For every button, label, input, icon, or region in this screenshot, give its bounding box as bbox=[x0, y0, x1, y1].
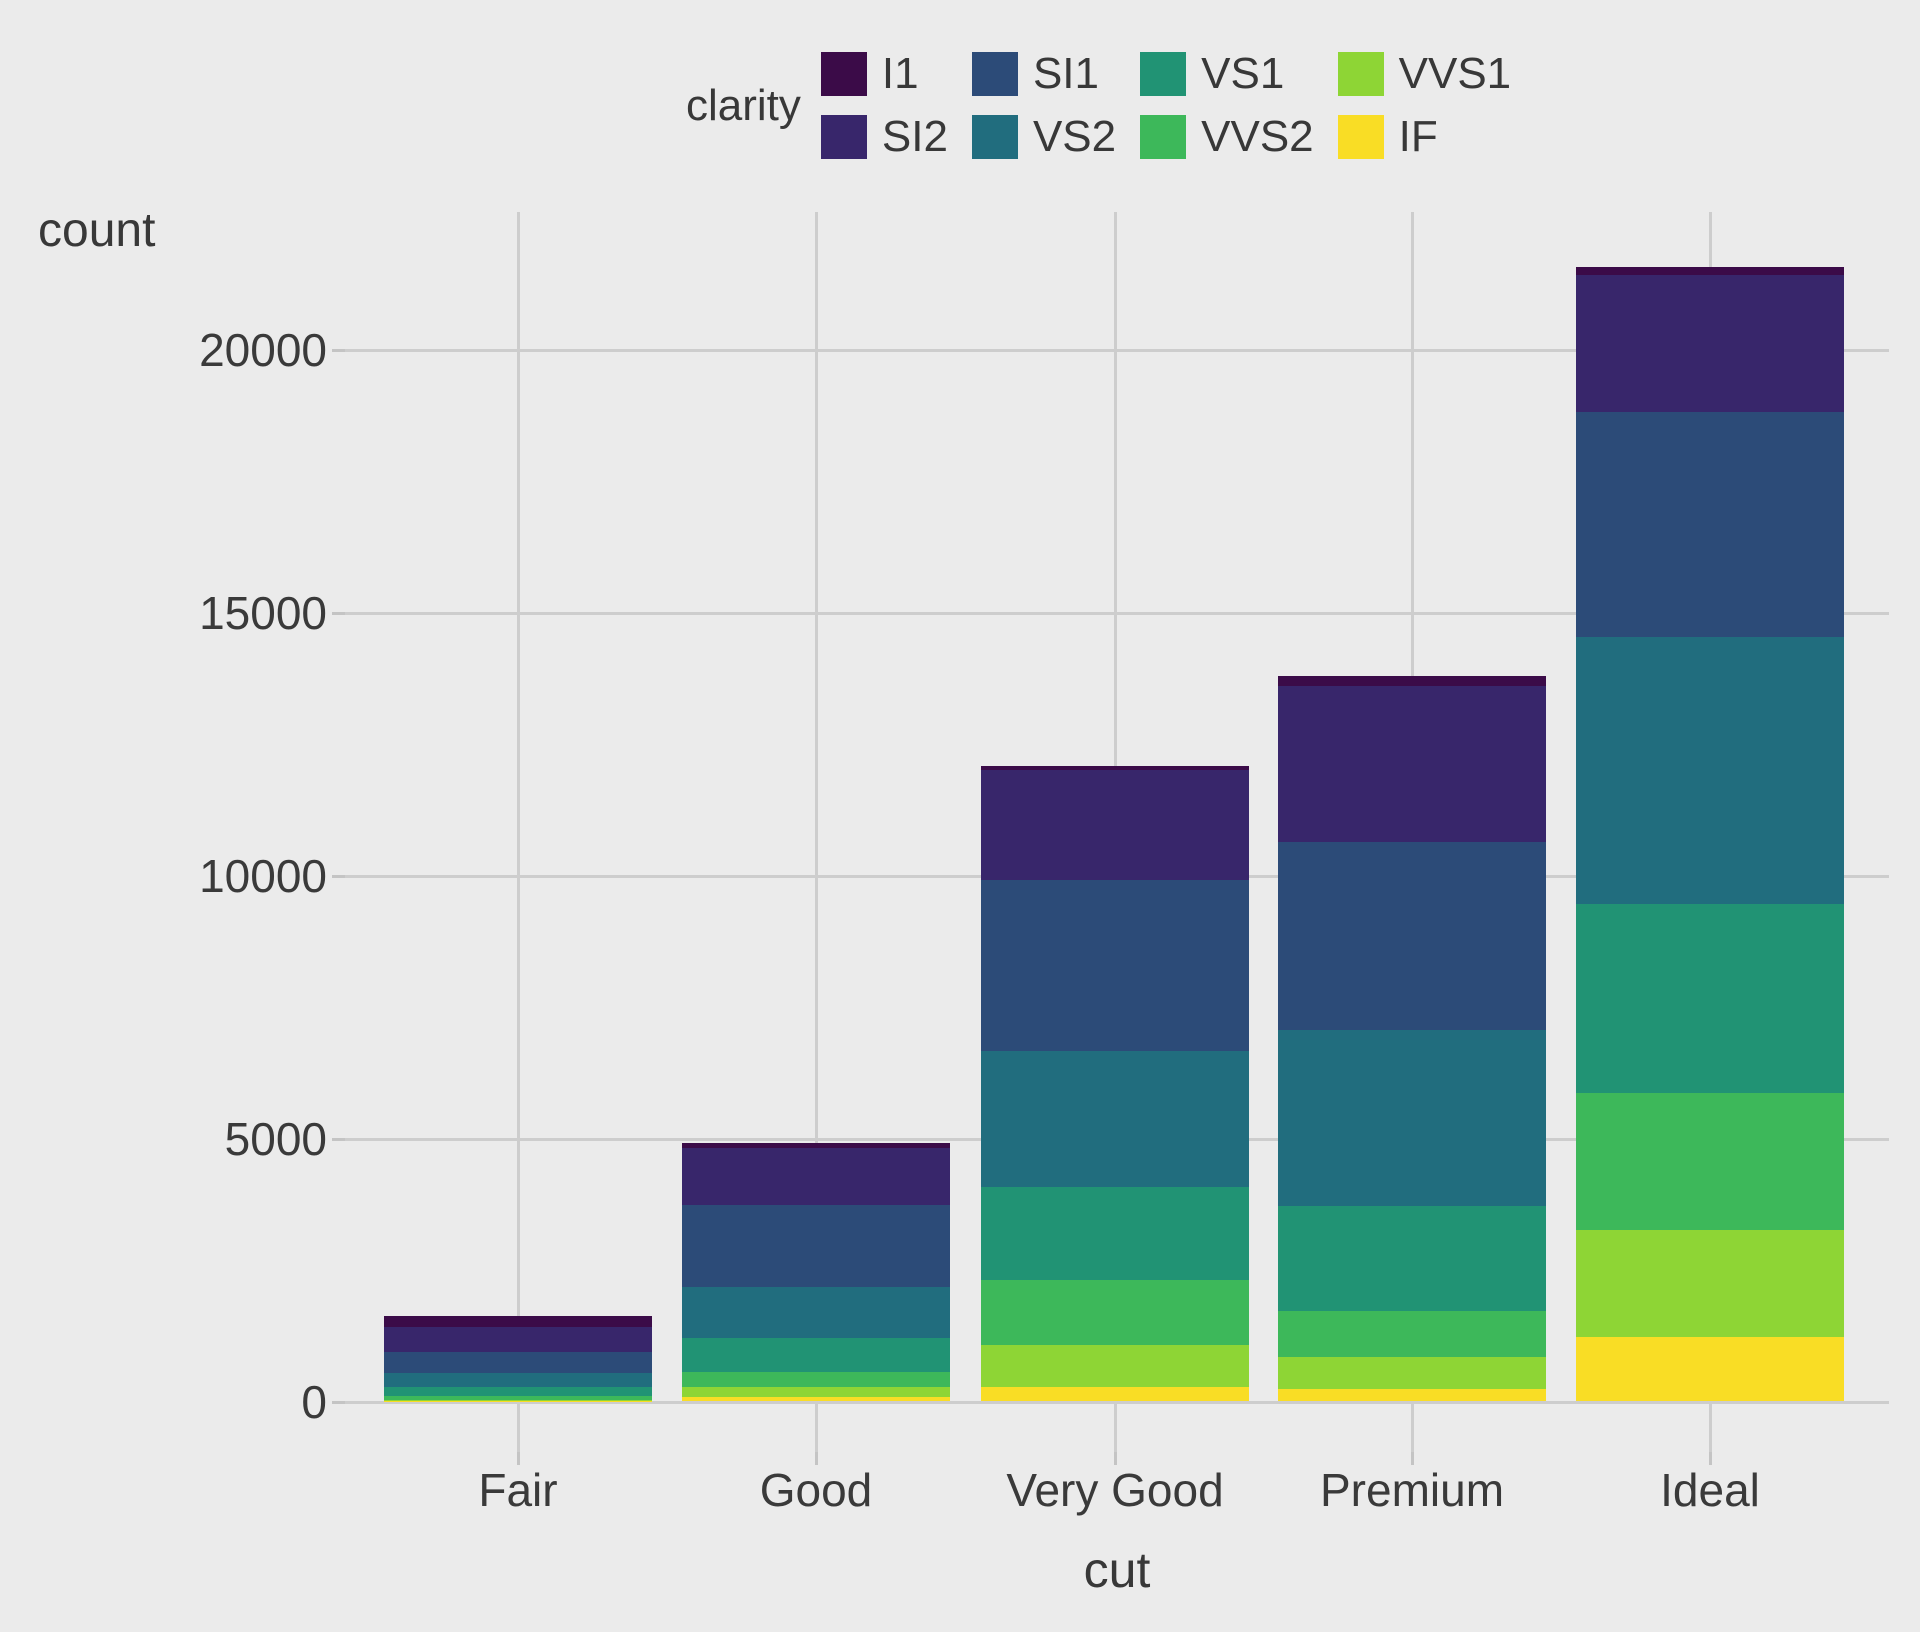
legend-swatch-i1 bbox=[820, 52, 867, 96]
legend-item-vs1: VS1 bbox=[1140, 52, 1314, 96]
x-tick-label-ideal: Ideal bbox=[1660, 1464, 1760, 1516]
bar-segment-ideal-vs2 bbox=[1576, 637, 1844, 904]
y-tick-mark bbox=[332, 612, 345, 615]
x-tick-label-premium: Premium bbox=[1319, 1464, 1505, 1516]
x-tick-mark bbox=[1709, 1452, 1712, 1465]
legend-swatch-vs2 bbox=[971, 115, 1018, 159]
y-gridline-0 bbox=[345, 1401, 1889, 1404]
bar-segment-very-good-vvs1 bbox=[981, 1345, 1249, 1387]
legend-label-i1: I1 bbox=[881, 49, 919, 98]
bar-segment-premium-vs1 bbox=[1278, 1206, 1546, 1311]
legend-swatch-vvs2 bbox=[1140, 115, 1187, 159]
y-tick-mark bbox=[332, 1401, 345, 1404]
y-tick-label-10000: 10000 bbox=[199, 850, 327, 902]
x-tick-mark bbox=[1411, 1452, 1414, 1465]
legend-item-vs2: VS2 bbox=[971, 112, 1117, 161]
x-tick-label-fair: Fair bbox=[478, 1464, 558, 1516]
x-tick-label-very-good: Very Good bbox=[1006, 1464, 1224, 1516]
bar-segment-ideal-vs1 bbox=[1576, 903, 1844, 1093]
bar-segment-premium-i1 bbox=[1278, 675, 1546, 687]
y-tick-mark bbox=[332, 349, 345, 352]
legend-item-si1: SI1 bbox=[971, 49, 1116, 98]
bar-segment-ideal-vvs2 bbox=[1576, 1092, 1844, 1230]
bar-segment-ideal-si1 bbox=[1576, 411, 1844, 637]
x-tick-mark bbox=[1114, 1452, 1117, 1465]
legend-label-vs1: VS1 bbox=[1201, 49, 1285, 98]
legend-title: clarity bbox=[686, 80, 801, 130]
legend-swatch-if bbox=[1337, 115, 1384, 159]
legend-item-i1: I1 bbox=[820, 49, 948, 98]
bar-segment-fair-si2 bbox=[384, 1327, 652, 1352]
x-gridline-good bbox=[815, 212, 818, 1452]
bar-segment-very-good-i1 bbox=[981, 765, 1249, 770]
legend-label-vvs2: VVS2 bbox=[1201, 112, 1314, 161]
bar-segment-premium-si1 bbox=[1278, 841, 1546, 1030]
bar-segment-good-i1 bbox=[682, 1142, 950, 1149]
legend: clarity I1 SI2 SI1 VS2 VS1 VVS2 VVS1 IF bbox=[686, 52, 1511, 159]
bar-segment-fair-vs1 bbox=[384, 1387, 652, 1397]
legend-label-si2: SI2 bbox=[881, 112, 948, 161]
bar-segment-fair-vvs2 bbox=[384, 1396, 652, 1400]
bar-segment-ideal-si2 bbox=[1576, 275, 1844, 412]
bar-segment-good-si1 bbox=[682, 1204, 950, 1287]
bar-premium bbox=[1278, 675, 1546, 1401]
legend-swatch-si2 bbox=[820, 115, 867, 159]
legend-label-si1: SI1 bbox=[1032, 49, 1099, 98]
bar-segment-fair-si1 bbox=[384, 1351, 652, 1374]
bar-segment-ideal-vvs1 bbox=[1576, 1229, 1844, 1338]
x-tick-mark bbox=[815, 1452, 818, 1465]
bar-segment-very-good-if bbox=[981, 1386, 1249, 1401]
bar-segment-very-good-vs1 bbox=[981, 1187, 1249, 1281]
bar-segment-good-vs1 bbox=[682, 1338, 950, 1373]
legend-swatch-vs1 bbox=[1140, 52, 1187, 96]
x-gridline-fair bbox=[517, 212, 520, 1452]
bar-segment-fair-i1 bbox=[384, 1316, 652, 1328]
x-tick-mark bbox=[517, 1452, 520, 1465]
legend-label-vvs1: VVS1 bbox=[1398, 49, 1512, 98]
bar-segment-very-good-si2 bbox=[981, 769, 1249, 881]
x-axis-title: cut bbox=[1083, 1542, 1151, 1598]
bar-segment-good-vs2 bbox=[682, 1286, 950, 1339]
bar-segment-good-vvs1 bbox=[682, 1387, 950, 1398]
x-tick-label-good: Good bbox=[759, 1464, 873, 1516]
legend-label-if: IF bbox=[1398, 112, 1438, 161]
y-tick-label-20000: 20000 bbox=[199, 324, 327, 376]
legend-swatch-si1 bbox=[971, 52, 1018, 96]
legend-item-if: IF bbox=[1337, 112, 1512, 161]
bar-segment-premium-if bbox=[1278, 1388, 1546, 1401]
y-axis-title: count bbox=[38, 204, 156, 257]
bar-segment-premium-vvs2 bbox=[1278, 1310, 1546, 1357]
bar-segment-very-good-si1 bbox=[981, 880, 1249, 1051]
bar-segment-ideal-if bbox=[1576, 1337, 1844, 1401]
y-gridline-20000 bbox=[345, 349, 1889, 352]
bar-segment-premium-si2 bbox=[1278, 686, 1546, 842]
bar-segment-fair-vvs1 bbox=[384, 1399, 652, 1401]
bar-segment-premium-vs2 bbox=[1278, 1029, 1546, 1207]
bar-good bbox=[682, 1142, 950, 1401]
bar-segment-fair-vs2 bbox=[384, 1373, 652, 1388]
y-tick-label-0: 0 bbox=[301, 1376, 327, 1428]
y-tick-label-5000: 5000 bbox=[224, 1113, 327, 1165]
bar-segment-very-good-vvs2 bbox=[981, 1280, 1249, 1346]
legend-swatch-vvs1 bbox=[1337, 52, 1384, 96]
bar-very-good bbox=[981, 765, 1249, 1401]
bar-segment-good-if bbox=[682, 1397, 950, 1401]
legend-entries: I1 SI2 SI1 VS2 VS1 VVS2 VVS1 IF bbox=[820, 49, 1512, 161]
bar-fair bbox=[384, 1316, 652, 1401]
legend-item-vvs2: VVS2 bbox=[1140, 115, 1314, 159]
legend-item-vvs1: VVS1 bbox=[1337, 49, 1512, 98]
legend-label-vs2: VS2 bbox=[1032, 112, 1117, 161]
bar-segment-good-vvs2 bbox=[682, 1372, 950, 1388]
y-tick-mark bbox=[332, 875, 345, 878]
y-tick-label-15000: 15000 bbox=[199, 587, 327, 639]
y-tick-mark bbox=[332, 1138, 345, 1141]
bar-segment-premium-vvs1 bbox=[1278, 1356, 1546, 1389]
bar-ideal bbox=[1576, 267, 1844, 1401]
y-gridline-15000 bbox=[345, 612, 1889, 615]
bar-segment-very-good-vs2 bbox=[981, 1050, 1249, 1188]
legend-item-si2: SI2 bbox=[820, 112, 948, 161]
bar-segment-ideal-i1 bbox=[1576, 267, 1844, 276]
bar-segment-good-si2 bbox=[682, 1148, 950, 1205]
